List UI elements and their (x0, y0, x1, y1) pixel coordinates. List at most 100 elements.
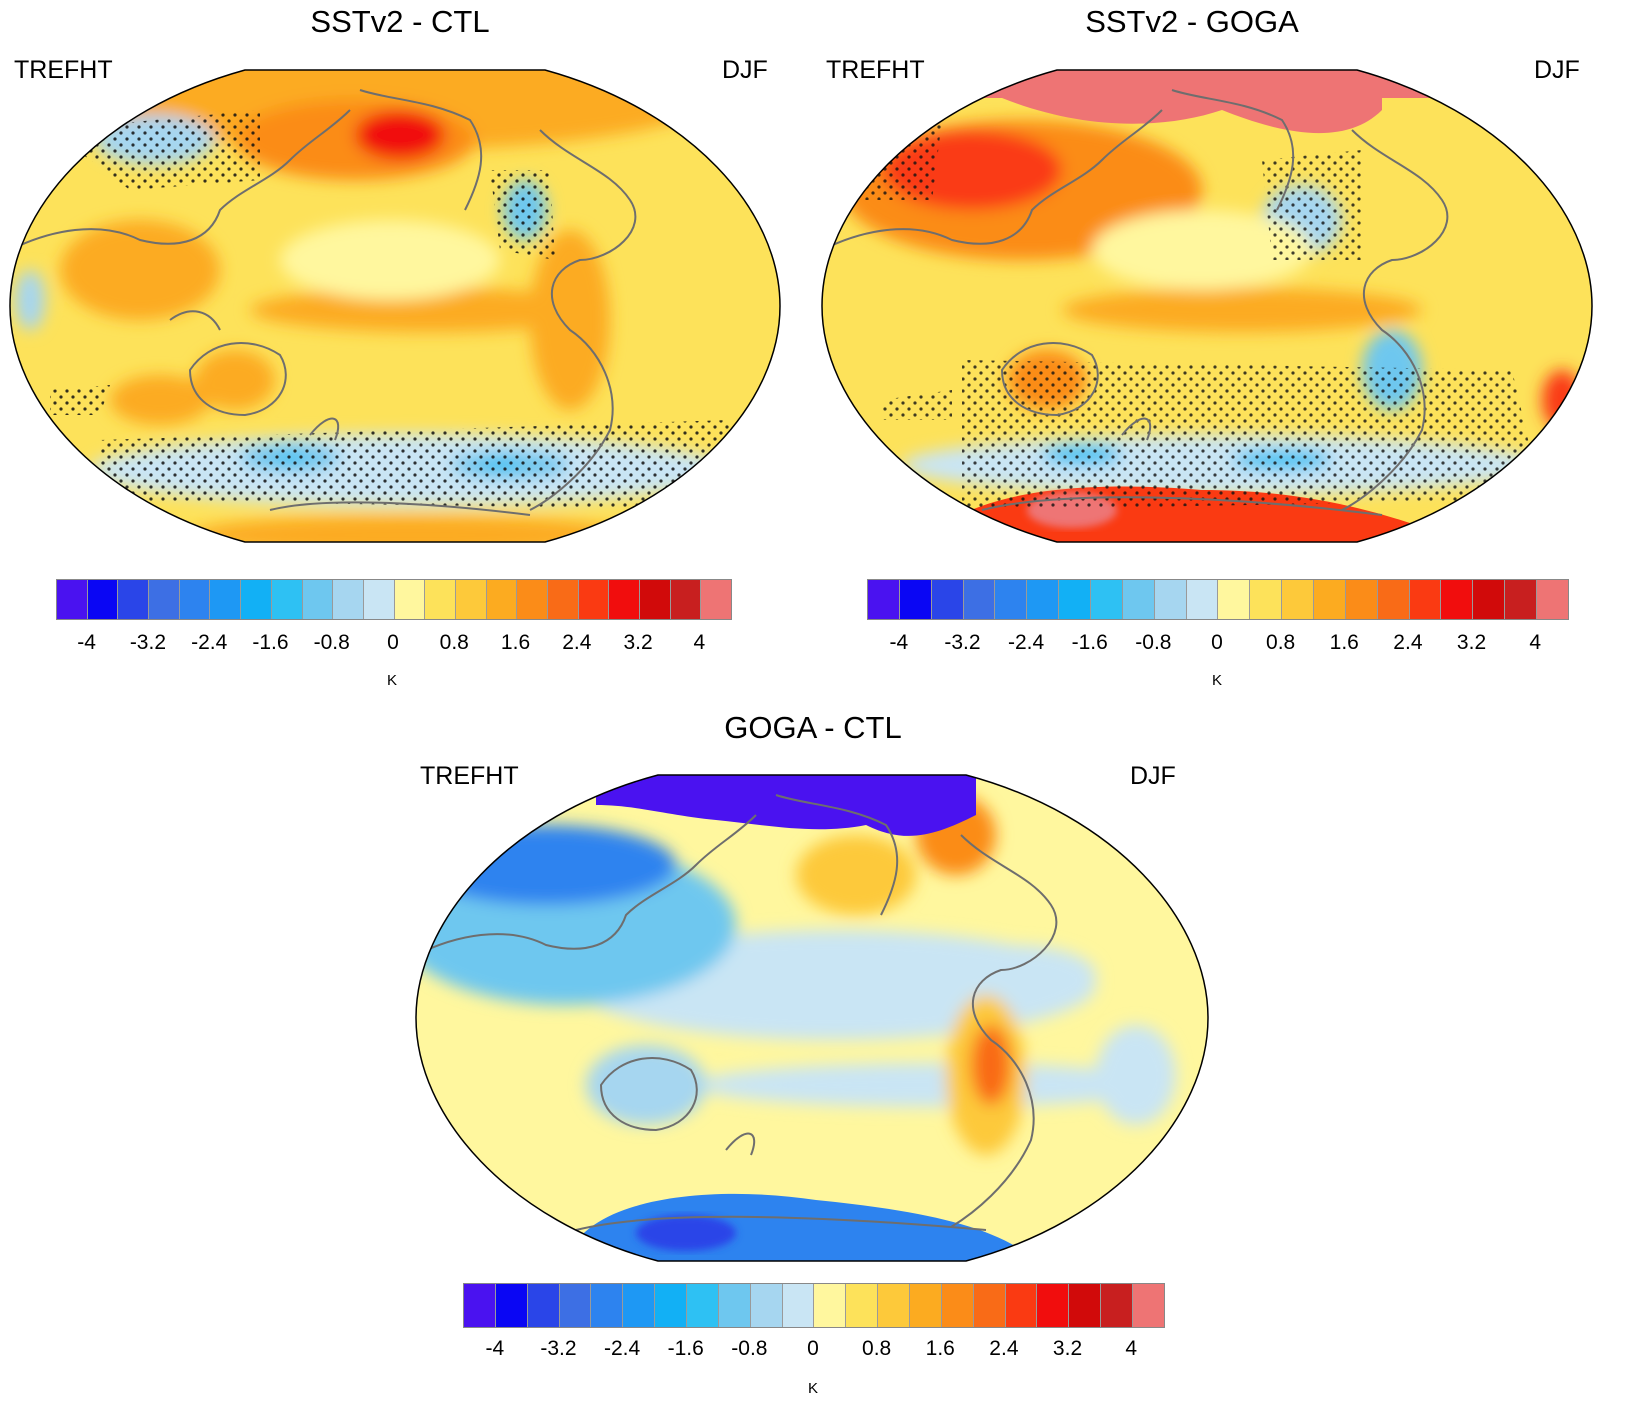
colorbar-tick-label: 3.2 (1456, 631, 1487, 654)
colorbar-tick-label: -4 (485, 1337, 505, 1360)
colorbar-swatch (640, 580, 671, 619)
colorbar-tick-label: 0 (807, 1337, 819, 1360)
colorbar-swatch (87, 580, 119, 619)
colorbar-tick-label: -3.2 (129, 631, 166, 654)
colorbar-swatch (548, 580, 579, 619)
colorbar-tick-label: 4 (693, 631, 706, 654)
field-region (696, 1063, 1176, 1107)
colorbar-swatch (973, 1284, 1006, 1327)
colorbar-tick-label: 4 (1125, 1337, 1138, 1360)
colorbar-tick-label: 0.8 (862, 1337, 892, 1360)
colorbar-tick-label: 0 (1211, 631, 1223, 654)
colorbar-swatch (118, 580, 150, 619)
colorbar-swatch (1059, 580, 1092, 619)
map-sstv2-ctl (9, 69, 781, 543)
variable-label: TREFHT (420, 762, 519, 790)
season-label: DJF (1534, 56, 1580, 84)
colorbar-tick-label: -0.8 (731, 1337, 768, 1360)
colorbar-swatch (1441, 580, 1474, 619)
colorbar-swatch (464, 1284, 496, 1327)
colorbar-tick-label: 2.4 (562, 631, 592, 654)
map-sstv2-goga (821, 69, 1593, 543)
colorbar-swatch (687, 1284, 719, 1327)
panel-title: SSTv2 - GOGA (1085, 4, 1299, 39)
field-region (936, 945, 1096, 1005)
colorbar-tick-label: 3.2 (1052, 1337, 1083, 1360)
colorbar-swatch (963, 580, 996, 619)
colorbar-swatch (1377, 580, 1410, 619)
field-region (586, 1045, 706, 1125)
colorbar-swatch (57, 580, 88, 619)
colorbar-tick-label: -1.6 (252, 631, 289, 654)
colorbar-swatch (782, 1284, 815, 1327)
colorbar (463, 1283, 1165, 1328)
colorbar-units: K (386, 672, 398, 689)
colorbar-tick-label: 1.6 (925, 1337, 955, 1360)
field-region (1542, 370, 1582, 430)
significance-stipple (50, 110, 730, 510)
field-region (250, 288, 610, 332)
colorbar-swatch (1505, 580, 1538, 619)
colorbar-swatch (868, 580, 900, 619)
colorbar-swatch (363, 580, 395, 619)
colorbar-swatch (210, 580, 242, 619)
colorbar-swatch (1218, 580, 1251, 619)
colorbar-swatch (1101, 1284, 1134, 1327)
colorbar-swatch (394, 580, 426, 619)
colorbar-swatch (655, 1284, 688, 1327)
coastlines (822, 89, 1449, 516)
map-goga-ctl (415, 774, 1209, 1262)
colorbar-ticks: -4 -3.2 -2.4 -1.6 -0.8 0 0.8 1.6 2.4 3.2 4 (867, 631, 1567, 661)
coastlines (416, 794, 1058, 1231)
colorbar-tick-label: -4 (889, 631, 909, 654)
colorbar-tick-label: -2.4 (603, 1337, 641, 1360)
colorbar-swatch (559, 1284, 592, 1327)
panel-title: GOGA - CTL (724, 710, 902, 745)
colorbar-ticks: -4 -3.2 -2.4 -1.6 -0.8 0 0.8 1.6 2.4 3.2 4 (463, 1337, 1163, 1367)
field-region (60, 220, 220, 320)
colorbar-swatch (578, 580, 610, 619)
colorbar-ticks: -4 -3.2 -2.4 -1.6 -0.8 0 0.8 1.6 2.4 3.2 4 (56, 631, 730, 661)
colorbar-tick-label: 0.8 (1266, 631, 1296, 654)
colorbar-tick-label: -2.4 (191, 631, 228, 654)
colorbar-tick-label: 2.4 (1393, 631, 1423, 654)
colorbar-tick-label: 2.4 (989, 1337, 1019, 1360)
colorbar-tick-label: -0.8 (1135, 631, 1172, 654)
colorbar-swatch (1091, 580, 1123, 619)
colorbar-swatch (1069, 1284, 1102, 1327)
colorbar-tick-label: 1.6 (500, 631, 531, 654)
colorbar-swatch (1005, 1284, 1038, 1327)
colorbar (56, 579, 732, 620)
colorbar-swatch (179, 580, 211, 619)
colorbar-tick-label: -3.2 (944, 631, 981, 654)
colorbar-swatch (333, 580, 364, 619)
field-region (636, 1215, 736, 1251)
season-label: DJF (1130, 762, 1176, 790)
colorbar-swatch (1186, 580, 1219, 619)
colorbar-swatch (495, 1284, 528, 1327)
colorbar-swatch (517, 580, 548, 619)
field-region (416, 825, 676, 905)
panel-title: SSTv2 - CTL (310, 4, 490, 39)
colorbar-swatch (623, 1284, 656, 1327)
field-region (1062, 288, 1422, 332)
colorbar-units: K (1211, 672, 1223, 689)
colorbar-swatch (241, 580, 272, 619)
colorbar-swatch (995, 580, 1028, 619)
colorbar-swatch (1037, 1284, 1070, 1327)
colorbar-units: K (807, 1380, 819, 1397)
colorbar-swatch (591, 1284, 624, 1327)
colorbar-swatch (455, 580, 487, 619)
colorbar (867, 579, 1569, 620)
colorbar-swatch (1537, 580, 1568, 619)
field-region (190, 515, 630, 542)
field-region (971, 1025, 1011, 1105)
field-region (596, 775, 976, 836)
colorbar-swatch (1409, 580, 1442, 619)
colorbar-swatch (302, 580, 334, 619)
colorbar-swatch (931, 580, 964, 619)
variable-label: TREFHT (826, 56, 925, 84)
field-region (1096, 1025, 1176, 1125)
colorbar-swatch (670, 580, 702, 619)
colorbar-swatch (1250, 580, 1283, 619)
